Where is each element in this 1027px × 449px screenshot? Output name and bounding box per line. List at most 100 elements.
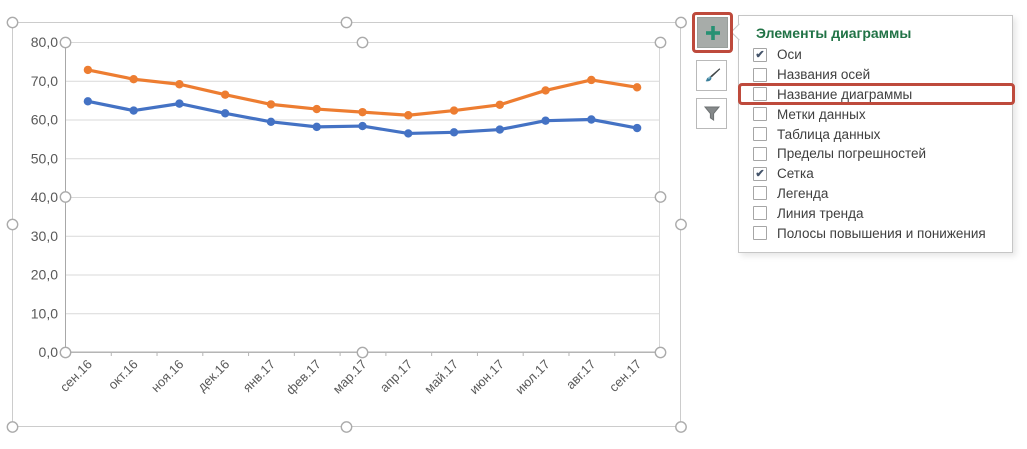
chart-area-handle[interactable] — [675, 421, 687, 433]
option-checkbox[interactable] — [753, 67, 767, 82]
y-axis-label: 40,0 — [31, 189, 58, 205]
plot-area-handle[interactable] — [654, 346, 667, 359]
option-checkbox[interactable]: ✔ — [753, 166, 767, 181]
blue-series-point[interactable] — [83, 97, 93, 106]
y-axis-label: 80,0 — [31, 34, 58, 50]
plot-area-handle[interactable] — [59, 346, 72, 359]
plot-area-handle[interactable] — [654, 36, 667, 49]
chart-area-handle[interactable] — [6, 421, 19, 433]
chart-styles-button[interactable] — [696, 60, 727, 91]
option-label: Сетка — [777, 166, 814, 182]
y-axis-label: 0,0 — [39, 344, 59, 360]
option-checkbox[interactable]: ✔ — [753, 47, 767, 62]
x-axis-label: авг.17 — [563, 357, 599, 393]
y-axis-label: 30,0 — [31, 228, 58, 244]
chart-element-option[interactable]: Название диаграммы — [738, 82, 1015, 106]
x-axis-label: мар.17 — [330, 357, 370, 397]
y-axis-label: 10,0 — [31, 305, 58, 321]
blue-series-point[interactable] — [220, 109, 230, 118]
option-label: Таблица данных — [777, 126, 881, 142]
orange-series-point[interactable] — [358, 107, 367, 117]
blue-series-point[interactable] — [495, 125, 505, 134]
chart-element-option[interactable]: Названия осей — [739, 65, 1012, 85]
plot-area-handle[interactable] — [356, 36, 369, 49]
blue-series-point[interactable] — [632, 123, 642, 133]
option-label: Названия осей — [777, 67, 871, 83]
option-checkbox[interactable] — [753, 186, 767, 201]
x-axis-label: фев.17 — [283, 357, 324, 398]
option-checkbox[interactable] — [753, 127, 767, 142]
orange-series-point[interactable] — [541, 86, 550, 95]
chart-elements-flyout: Элементы диаграммы ✔ Оси Названия осей Н… — [738, 15, 1015, 253]
chart-element-option[interactable]: ✔ Оси — [739, 45, 1012, 65]
brush-icon — [705, 67, 720, 81]
plot-area-handle[interactable] — [356, 346, 369, 359]
y-axis-label: 60,0 — [31, 112, 58, 128]
plot-area-handle[interactable] — [59, 36, 72, 49]
blue-series-point[interactable] — [266, 117, 276, 127]
chart-area-handle[interactable] — [6, 16, 19, 29]
orange-series-point[interactable] — [266, 100, 276, 109]
chart-element-option[interactable]: Пределы погрешностей — [739, 144, 1012, 164]
x-axis-label: май.17 — [421, 357, 461, 397]
x-axis-label: июл.17 — [512, 357, 553, 398]
chart-element-option[interactable]: Полосы повышения и понижения — [739, 223, 1012, 243]
blue-series-point[interactable] — [449, 128, 459, 137]
y-axis-label: 20,0 — [31, 267, 58, 283]
option-checkbox[interactable] — [753, 226, 767, 241]
blue-series-point[interactable] — [312, 122, 321, 132]
option-checkbox[interactable] — [753, 146, 767, 161]
blue-series-point[interactable] — [541, 116, 550, 125]
y-axis-label: 50,0 — [31, 150, 58, 166]
x-axis-label: апр.17 — [377, 357, 416, 396]
x-axis-label: ноя.16 — [148, 357, 187, 396]
orange-series-point[interactable] — [83, 65, 93, 75]
blue-series-point[interactable] — [175, 99, 184, 108]
plus-icon — [705, 25, 720, 40]
orange-series-point[interactable] — [129, 75, 138, 84]
chart-elements-button[interactable] — [697, 17, 728, 48]
option-label: Оси — [777, 47, 802, 63]
x-axis-label: сен.16 — [57, 357, 95, 395]
chart-element-option[interactable]: ✔ Сетка — [739, 164, 1012, 184]
blue-series-point[interactable] — [129, 106, 138, 115]
blue-series-point[interactable] — [587, 115, 596, 124]
x-axis-label: окт.16 — [105, 357, 141, 393]
option-label: Полосы повышения и понижения — [777, 225, 986, 241]
chart-filters-button[interactable] — [696, 98, 727, 129]
orange-series-point[interactable] — [175, 80, 184, 89]
chart-element-option[interactable]: Линия тренда — [739, 203, 1012, 223]
blue-series-point[interactable] — [358, 121, 367, 131]
chart-element-option[interactable]: Таблица данных — [739, 124, 1012, 144]
orange-series-point[interactable] — [495, 100, 505, 109]
option-label: Линия тренда — [777, 205, 864, 221]
option-label: Легенда — [777, 185, 829, 201]
option-label: Название диаграммы — [777, 86, 913, 102]
orange-series-point[interactable] — [404, 111, 413, 120]
chart-element-option[interactable]: Легенда — [739, 184, 1012, 204]
x-axis-label: сен.17 — [606, 357, 644, 395]
option-checkbox[interactable] — [753, 206, 767, 221]
flyout-title: Элементы диаграммы — [756, 25, 912, 41]
chart-area-handle[interactable] — [675, 218, 687, 231]
plot-area-handle[interactable] — [59, 191, 72, 203]
chart-elements-list: ✔ Оси Названия осей Название диаграммы М… — [738, 45, 1015, 243]
orange-series-point[interactable] — [449, 106, 459, 115]
x-axis-label: июн.17 — [466, 357, 506, 397]
plot-area-handle[interactable] — [654, 191, 667, 203]
chart-element-option[interactable]: Метки данных — [739, 104, 1012, 124]
orange-series-point[interactable] — [312, 104, 321, 114]
option-checkbox[interactable] — [753, 107, 767, 122]
option-checkbox[interactable] — [753, 87, 767, 102]
chart-area-handle[interactable] — [6, 218, 19, 231]
chart-area-handle[interactable] — [675, 16, 687, 29]
orange-series-point[interactable] — [220, 90, 230, 99]
orange-series-point[interactable] — [587, 75, 596, 85]
chart-area-handle[interactable] — [340, 16, 353, 29]
blue-series-point[interactable] — [404, 129, 413, 138]
line-chart[interactable]: 0,0 10,0 20,0 30,0 40,0 50,0 60,0 70,0 80,0 сен.1… — [0, 0, 700, 449]
orange-series-point[interactable] — [632, 83, 642, 92]
chart-area-handle[interactable] — [340, 421, 353, 433]
x-axis-label: янв.17 — [240, 357, 278, 395]
